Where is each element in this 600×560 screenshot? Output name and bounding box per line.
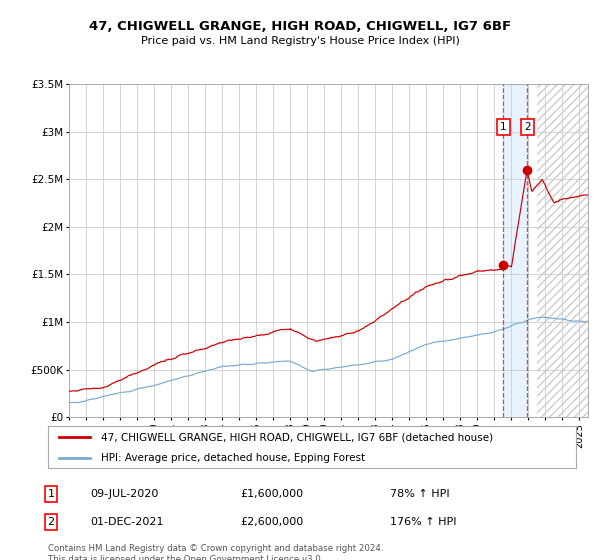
Text: Price paid vs. HM Land Registry's House Price Index (HPI): Price paid vs. HM Land Registry's House … [140, 36, 460, 46]
Text: 2: 2 [524, 122, 530, 132]
Text: 47, CHIGWELL GRANGE, HIGH ROAD, CHIGWELL, IG7 6BF (detached house): 47, CHIGWELL GRANGE, HIGH ROAD, CHIGWELL… [101, 432, 493, 442]
Bar [537, 84, 600, 417]
Text: 01-DEC-2021: 01-DEC-2021 [90, 517, 163, 527]
Text: £2,600,000: £2,600,000 [240, 517, 303, 527]
Text: £1,600,000: £1,600,000 [240, 489, 303, 499]
Text: HPI: Average price, detached house, Epping Forest: HPI: Average price, detached house, Eppi… [101, 454, 365, 463]
Text: 176% ↑ HPI: 176% ↑ HPI [390, 517, 457, 527]
Text: Contains HM Land Registry data © Crown copyright and database right 2024.
This d: Contains HM Land Registry data © Crown c… [48, 544, 383, 560]
Text: 1: 1 [500, 122, 507, 132]
Text: 09-JUL-2020: 09-JUL-2020 [90, 489, 158, 499]
Text: 1: 1 [47, 489, 55, 499]
Text: 47, CHIGWELL GRANGE, HIGH ROAD, CHIGWELL, IG7 6BF: 47, CHIGWELL GRANGE, HIGH ROAD, CHIGWELL… [89, 20, 511, 32]
Text: 78% ↑ HPI: 78% ↑ HPI [390, 489, 449, 499]
Bar [503, 84, 527, 417]
Text: 2: 2 [47, 517, 55, 527]
